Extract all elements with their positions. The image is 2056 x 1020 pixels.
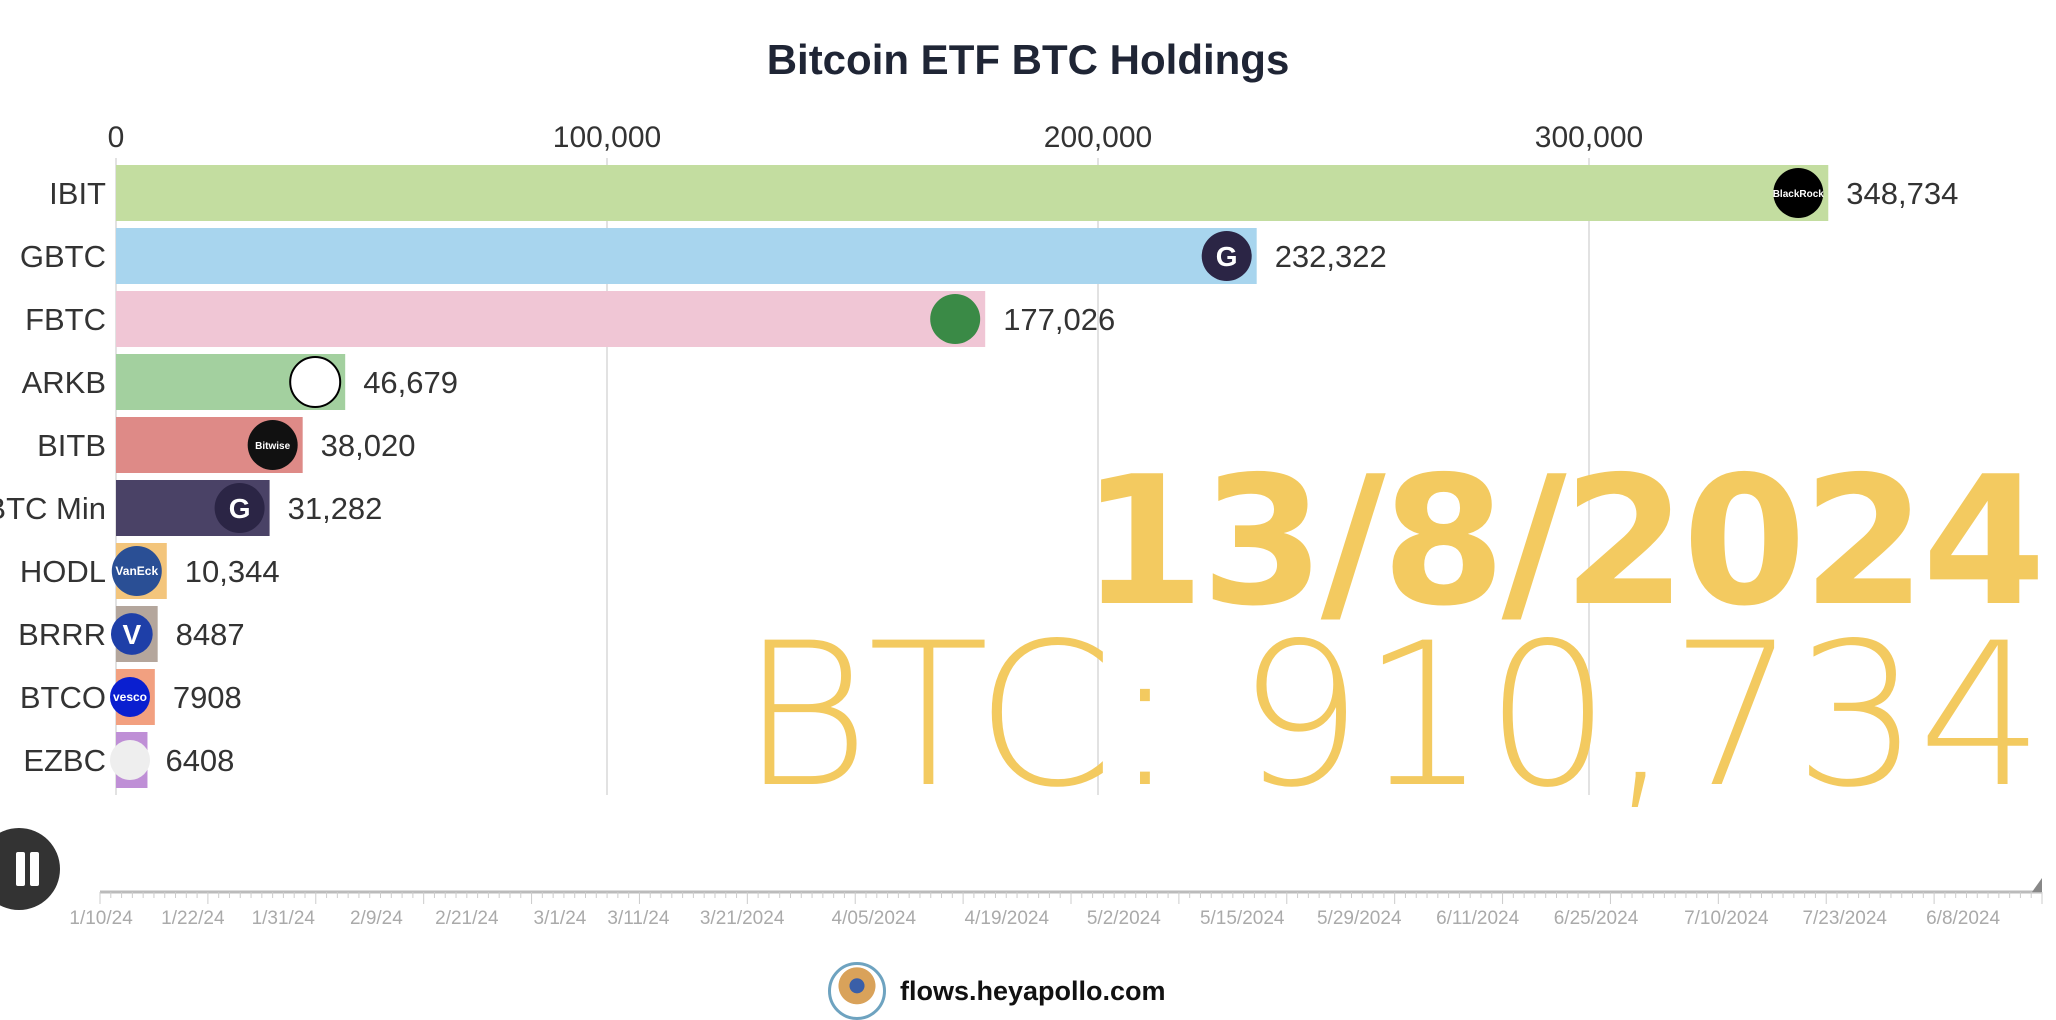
value-label: 38,020 [321,428,416,463]
logo-invesco-icon [110,677,150,717]
bar-gbtc [116,228,1257,284]
logo-bitwise-icon [247,420,298,470]
logo-text: G [1216,241,1238,272]
timeline-label: 2/9/24 [350,908,403,929]
x-tick-label: 100,000 [553,121,661,154]
category-label: BRRR [18,617,106,652]
timeline-label: 2/21/24 [435,908,499,929]
timeline-label: 5/29/2024 [1317,908,1402,929]
logo-franklin-icon [110,740,150,780]
timeline-label: 6/8/2024 [1926,908,2000,929]
timeline-label: 1/22/24 [161,908,225,929]
logo-text: G [229,493,251,524]
value-label: 10,344 [185,554,280,589]
category-label: BTC Min [0,491,106,526]
x-tick-label: 200,000 [1044,121,1152,154]
timeline-label: 3/11/24 [607,908,669,929]
x-tick-label: 300,000 [1535,121,1643,154]
bar-ibit [116,165,1829,221]
category-label: BTCO [20,680,106,715]
value-label: 46,679 [363,365,458,400]
logo-text: V [122,619,141,650]
value-label: 7908 [173,680,242,715]
category-label: FBTC [25,302,106,337]
logo-g-icon [214,483,265,533]
apollo-logo-icon [828,962,886,1020]
value-label: 31,282 [288,491,383,526]
timeline-label: 3/21/2024 [700,908,785,929]
logo-text: BlackRock [1773,189,1825,200]
timeline-label: 7/10/2024 [1684,908,1769,929]
value-label: 232,322 [1275,239,1387,274]
value-label: 348,734 [1846,176,1958,211]
value-label: 8487 [176,617,245,652]
category-label: ARKB [22,365,106,400]
logo-text: vesco [113,690,147,704]
category-label: BITB [37,428,106,463]
logo-blackrock-icon [1773,168,1824,218]
category-label: HODL [20,554,106,589]
footer: flows.heyapollo.com [828,962,1166,1020]
logo-text: VanEck [115,564,158,578]
category-label: IBIT [49,176,106,211]
footer-url[interactable]: flows.heyapollo.com [900,975,1166,1006]
timeline-label: 1/10/24 [69,908,133,929]
total-btc: BTC: 910,734 [740,600,2044,831]
timeline-label: 3/1/24 [534,908,587,929]
timeline-label: 5/15/2024 [1200,908,1285,929]
logo-vaneck-icon [111,546,162,596]
timeline-label: 5/2/2024 [1087,908,1161,929]
timeline-label: 6/11/2024 [1436,908,1520,929]
chart-title: Bitcoin ETF BTC Holdings [766,36,1290,83]
category-label: EZBC [23,743,106,778]
bar-fbtc [116,291,986,347]
category-label: GBTC [20,239,106,274]
logo-ark-icon [289,356,342,408]
current-date: 13/8/2024 [1081,438,2046,645]
timeline-label: 4/19/2024 [965,908,1050,929]
value-label: 6408 [165,743,234,778]
logo-v-icon [111,613,153,655]
logo-text: Bitwise [255,441,290,452]
timeline-label: 1/31/24 [252,908,316,929]
timeline-label: 6/25/2024 [1554,908,1639,929]
logo-g-icon [1201,231,1252,281]
x-tick-label: 0 [108,121,125,154]
value-label: 177,026 [1003,302,1115,337]
timeline-label: 4/05/2024 [832,908,917,929]
logo-fidelity-icon [930,294,981,344]
timeline-handle[interactable] [2032,878,2042,892]
timeline-label: 7/23/2024 [1802,908,1887,929]
